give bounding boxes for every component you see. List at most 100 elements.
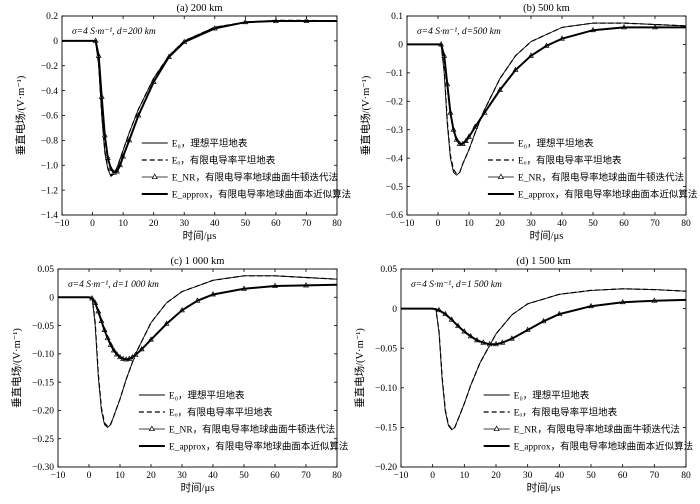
series-line-2 bbox=[58, 275, 338, 428]
y-tick-label: −0.15 bbox=[32, 378, 54, 388]
x-tick-label: 30 bbox=[526, 219, 536, 229]
x-tick-label: 40 bbox=[557, 219, 567, 229]
chart-panel-3: (c) 1 000 km −10 0 10 20 30 40 50 60 70 80 −0.30 −0.… bbox=[10, 256, 348, 494]
x-tick-label: 60 bbox=[619, 219, 629, 229]
x-tick-label: 20 bbox=[495, 219, 505, 229]
x-tick-label: 50 bbox=[588, 219, 598, 229]
x-tick-label: 20 bbox=[146, 471, 156, 481]
legend-label-2: Eₒ，有限电导率平坦地表 bbox=[169, 406, 273, 418]
parameter-annotation: σ=4 S·m⁻¹, d=200 km bbox=[72, 27, 156, 37]
x-tick-label: 60 bbox=[618, 471, 628, 481]
chart-panel-2: (b) 500 km −10 0 10 20 30 40 50 60 70 80 −0.6 −0.5 −0… bbox=[359, 3, 697, 242]
x-tick-label: 10 bbox=[118, 219, 128, 229]
plot-frame bbox=[406, 15, 687, 216]
y-tick-label: −0.4 bbox=[41, 87, 58, 97]
y-tick-label: −0.1 bbox=[386, 69, 403, 79]
x-tick-label: 0 bbox=[436, 219, 441, 229]
chart-panel-4: (d) 1 500 km −10 0 10 20 30 40 50 60 70 80 −0.20 −0.… bbox=[353, 256, 693, 494]
x-tick-label: 70 bbox=[650, 219, 660, 229]
y-tick-label: 0 bbox=[392, 305, 397, 315]
x-tick-label: 0 bbox=[87, 471, 92, 481]
legend-marker bbox=[497, 173, 505, 180]
legend-label-4: E_approx，有限电导率地球曲面本近似算法 bbox=[169, 440, 348, 452]
y-axis-label: 垂直电场/(V·m⁻¹) bbox=[353, 328, 366, 408]
y-axis-label: 垂直电场/(V·m⁻¹) bbox=[14, 75, 27, 155]
x-tick-label: 30 bbox=[177, 471, 187, 481]
x-tick-label: 10 bbox=[464, 219, 474, 229]
x-tick-label: 10 bbox=[460, 471, 470, 481]
legend-label-1: E₀，理想平坦地表 bbox=[172, 137, 248, 149]
y-tick-label: −0.05 bbox=[375, 344, 397, 354]
y-tick-label: 0 bbox=[53, 37, 58, 47]
x-tick-label: 80 bbox=[332, 219, 342, 229]
y-tick-label: −1.2 bbox=[41, 186, 58, 196]
x-axis-label: 时间/μs bbox=[530, 229, 564, 242]
y-tick-label: −1.4 bbox=[41, 211, 58, 221]
series-line-4 bbox=[407, 26, 686, 145]
y-tick-label: −0.15 bbox=[375, 424, 397, 434]
y-tick-label: −0.4 bbox=[386, 154, 403, 164]
legend-marker bbox=[493, 425, 500, 432]
legend-label-1: E₀，理想平坦地表 bbox=[514, 389, 590, 401]
panel-title: (b) 500 km bbox=[523, 3, 570, 14]
legend-label-2: Eₒ，有限电导率平坦地表 bbox=[172, 154, 276, 166]
y-tick-label: −0.6 bbox=[41, 112, 58, 122]
chart-panel-1: (a) 200 km −10 0 10 20 30 40 50 60 70 80 −1.4 −1.2 −1… bbox=[14, 3, 351, 242]
y-tick-label: −0.10 bbox=[32, 350, 54, 360]
y-tick-label: 0 bbox=[49, 293, 54, 303]
x-tick-label: 30 bbox=[179, 219, 189, 229]
x-tick-label: 70 bbox=[650, 471, 660, 481]
x-axis-label: 时间/μs bbox=[181, 481, 215, 494]
x-tick-label: 60 bbox=[271, 219, 281, 229]
y-tick-label: −0.05 bbox=[32, 322, 54, 332]
x-tick-label: 10 bbox=[115, 471, 125, 481]
x-tick-label: 0 bbox=[90, 219, 95, 229]
x-tick-label: 50 bbox=[586, 471, 596, 481]
x-tick-label: 0 bbox=[430, 471, 435, 481]
x-tick-label: 40 bbox=[210, 219, 220, 229]
x-tick-label: 70 bbox=[301, 471, 311, 481]
x-tick-label: −10 bbox=[55, 219, 70, 229]
y-tick-label: −0.8 bbox=[41, 137, 58, 147]
series-line-4 bbox=[58, 283, 338, 361]
parameter-annotation: σ=4 S·m⁻¹, d=500 km bbox=[417, 27, 501, 37]
panel-title: (d) 1 500 km bbox=[516, 256, 571, 267]
y-axis-label: 垂直电场/(V·m⁻¹) bbox=[359, 75, 372, 155]
y-tick-label: −0.2 bbox=[386, 97, 403, 107]
legend-label-4: E_approx，有限电导率地球曲面本近似算法 bbox=[518, 188, 697, 200]
y-tick-label: 0 bbox=[398, 41, 403, 51]
parameter-annotation: σ=4 S·m⁻¹, d=1 000 km bbox=[68, 280, 159, 290]
x-tick-label: 80 bbox=[332, 471, 342, 481]
series-line-4 bbox=[62, 20, 337, 174]
legend-label-1: E₀，理想平坦地表 bbox=[518, 137, 594, 149]
legend-label-4: E_approx，有限电导率地球曲面本近似算法 bbox=[172, 188, 351, 200]
y-tick-label: −0.20 bbox=[375, 463, 397, 473]
series-line-2 bbox=[401, 288, 687, 430]
plot-frame bbox=[57, 268, 338, 468]
y-tick-label: −0.2 bbox=[41, 62, 58, 72]
y-tick-label: −0.20 bbox=[32, 407, 54, 417]
x-tick-label: 20 bbox=[149, 219, 159, 229]
y-tick-label: −0.5 bbox=[386, 183, 403, 193]
x-axis-label: 时间/μs bbox=[183, 229, 217, 242]
series-line-4 bbox=[401, 298, 687, 346]
x-tick-label: 50 bbox=[241, 219, 251, 229]
y-tick-label: −0.25 bbox=[32, 435, 54, 445]
legend-marker bbox=[151, 173, 158, 180]
legend-label-3: E_NR，有限电导率地球曲面牛顿迭代法 bbox=[514, 423, 680, 435]
legend-label-3: E_NR，有限电导率地球曲面牛顿迭代法 bbox=[172, 171, 338, 183]
y-tick-label: −0.3 bbox=[386, 126, 403, 136]
y-tick-label: −1.0 bbox=[41, 161, 58, 171]
plot-frame bbox=[400, 268, 687, 468]
x-tick-label: 30 bbox=[523, 471, 533, 481]
x-tick-label: −10 bbox=[51, 471, 66, 481]
y-tick-label: 0.2 bbox=[46, 12, 58, 22]
x-tick-label: 20 bbox=[491, 471, 501, 481]
x-tick-label: 80 bbox=[681, 471, 691, 481]
legend-label-3: E_NR，有限电导率地球曲面牛顿迭代法 bbox=[518, 171, 684, 183]
panel-title: (a) 200 km bbox=[176, 3, 222, 14]
x-tick-label: 70 bbox=[302, 219, 312, 229]
legend-marker bbox=[148, 425, 156, 432]
y-tick-label: 0.05 bbox=[380, 265, 397, 275]
